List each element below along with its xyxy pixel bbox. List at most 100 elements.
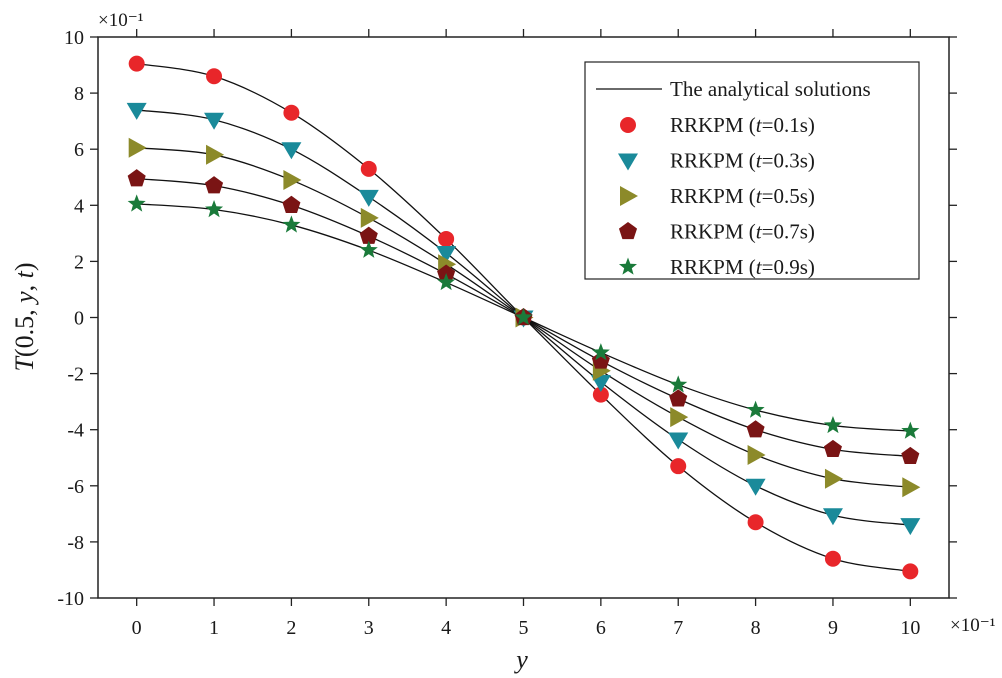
legend-label: RRKPM (t=0.5s) (670, 184, 815, 208)
data-point-pentagon (591, 351, 610, 369)
data-point-star (591, 343, 610, 361)
legend-label-t: t (756, 113, 763, 137)
legend-box (584, 61, 920, 280)
data-point-triangle-down (126, 102, 147, 120)
legend-label-analytical: The analytical solutions (670, 77, 871, 101)
data-point-star (205, 200, 224, 218)
x-axis-ticks: 0 1 2 3 4 5 6 7 8 9 10 (132, 29, 920, 639)
legend-label-suffix: =0.7s) (762, 220, 815, 244)
data-point-circle (283, 104, 300, 121)
y-tick-label: -2 (67, 364, 84, 386)
legend-label: RRKPM (t=0.3s) (670, 149, 815, 173)
data-point-triangle-down (436, 245, 457, 263)
data-point-circle (670, 458, 687, 475)
legend-label-prefix: RRKPM ( (670, 220, 756, 244)
x-scale-note: ×10⁻¹ (950, 615, 996, 636)
y-tick-label: -6 (67, 476, 84, 498)
data-point-star (669, 375, 688, 393)
x-tick-label: 8 (751, 617, 761, 639)
x-tick-label: 6 (596, 617, 606, 639)
data-point-circle (747, 514, 764, 531)
data-point-triangle-right (128, 137, 147, 158)
data-point-star (823, 415, 842, 434)
legend-label: RRKPM (t=0.9s) (670, 255, 815, 279)
data-point-circle (438, 230, 455, 247)
y-tick-label: 8 (74, 83, 84, 105)
x-tick-label: 5 (519, 617, 529, 639)
legend-marker-circle (620, 117, 636, 133)
y-axis-ticks: 10 8 6 4 2 0 -2 -4 -6 -8 -10 (57, 27, 957, 610)
legend-marker-pentagon (618, 222, 638, 240)
data-point-circle (902, 563, 919, 580)
data-point-triangle-right (902, 477, 921, 498)
legend-label: RRKPM (t=0.1s) (670, 113, 815, 137)
legend-label-prefix: RRKPM ( (670, 184, 756, 208)
data-point-triangle-down (281, 142, 302, 160)
x-tick-label: 10 (900, 617, 920, 639)
x-tick-label: 7 (673, 617, 683, 639)
y-tick-label: -10 (57, 588, 84, 610)
data-point-triangle-down (745, 478, 766, 496)
data-point-star (514, 308, 533, 326)
data-point-circle (824, 550, 841, 567)
legend-entries: RRKPM (t=0.1s)RRKPM (t=0.3s)RRKPM (t=0.5… (618, 113, 815, 279)
data-point-triangle-down (900, 518, 921, 536)
data-point-pentagon (669, 389, 688, 407)
data-point-triangle-down (668, 432, 689, 450)
x-axis-label: y (513, 645, 528, 674)
data-point-star (359, 240, 378, 258)
data-markers (126, 55, 921, 580)
legend-marker-triangle-right (620, 186, 638, 206)
data-point-circle (128, 55, 145, 72)
data-point-star (127, 194, 146, 212)
legend-label-t: t (756, 149, 763, 173)
data-point-triangle-right (360, 207, 379, 228)
legend-marker-star (618, 257, 638, 275)
y-tick-label: 4 (74, 195, 84, 217)
data-point-pentagon (359, 226, 378, 244)
legend: The analytical solutions RRKPM (t=0.1s)R… (584, 61, 920, 280)
x-tick-label: 9 (828, 617, 838, 639)
data-point-triangle-right (824, 468, 843, 489)
y-axis-label: T(0.5, y, t) (10, 262, 39, 371)
x-tick-label: 0 (132, 617, 142, 639)
data-point-pentagon (205, 176, 224, 194)
data-point-star (901, 421, 920, 439)
y-tick-label: 6 (74, 139, 84, 161)
legend-label-suffix: =0.3s) (762, 149, 815, 173)
legend-label-suffix: =0.9s) (762, 255, 815, 279)
x-tick-label: 4 (441, 617, 451, 639)
data-point-circle (360, 160, 377, 177)
y-scale-note: ×10⁻¹ (98, 10, 144, 31)
data-point-pentagon (823, 439, 842, 458)
data-point-triangle-right (283, 170, 302, 191)
legend-label-suffix: =0.1s) (762, 113, 815, 137)
legend-label-suffix: =0.5s) (762, 184, 815, 208)
legend-label-t: t (756, 220, 763, 244)
data-point-circle (592, 386, 609, 403)
y-tick-label: 10 (64, 27, 84, 49)
x-tick-label: 3 (364, 617, 374, 639)
data-point-triangle-right (670, 407, 689, 428)
y-tick-label: -8 (67, 532, 84, 554)
data-point-pentagon (127, 169, 146, 187)
x-tick-label: 1 (209, 617, 219, 639)
y-tick-label: -4 (67, 420, 84, 442)
data-point-triangle-right (206, 144, 225, 165)
data-point-pentagon (746, 420, 765, 438)
data-point-pentagon (282, 195, 301, 213)
data-point-pentagon (901, 446, 920, 465)
data-point-triangle-down (822, 508, 843, 526)
y-tick-label: 0 (74, 308, 84, 330)
y-tick-label: 2 (74, 251, 84, 273)
legend-marker-triangle-down (618, 153, 638, 171)
legend-label-t: t (756, 184, 763, 208)
data-point-circle (206, 68, 223, 85)
x-tick-label: 2 (286, 617, 296, 639)
legend-label-prefix: RRKPM ( (670, 113, 756, 137)
legend-label-prefix: RRKPM ( (670, 255, 756, 279)
data-point-star (437, 272, 456, 291)
data-point-star (282, 215, 301, 233)
data-point-triangle-right (747, 444, 766, 465)
